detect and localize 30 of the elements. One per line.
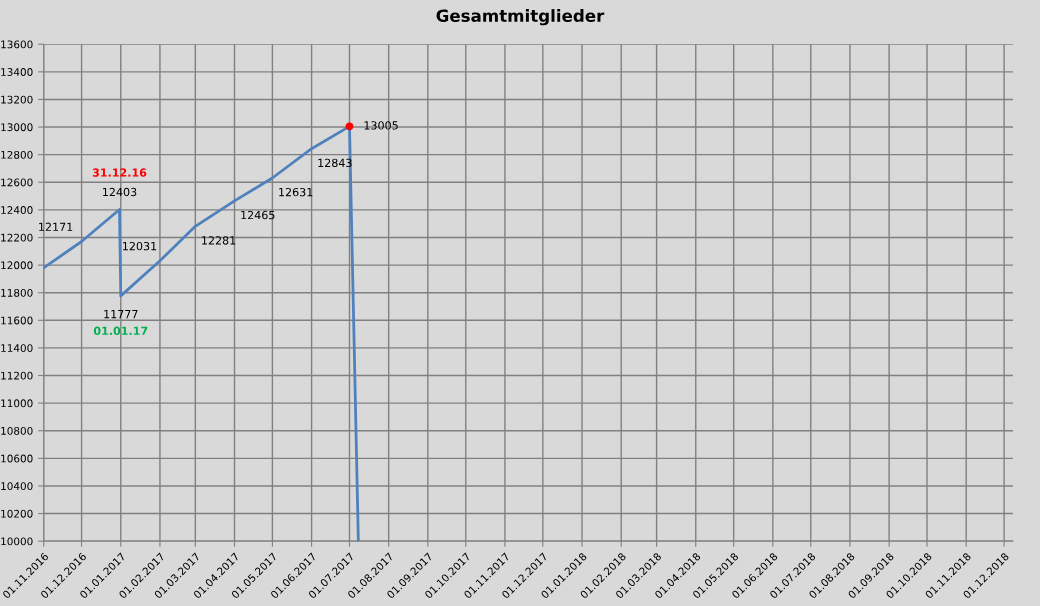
y-tick-label: 10200 [1,509,33,518]
y-tick-label: 12400 [1,206,33,214]
y-tick-label: 12800 [1,150,33,159]
data-label: 12403 [103,187,137,197]
y-tick-label: 11800 [1,288,33,297]
y-tick-label: 10400 [1,482,33,491]
y-tick-label: 10000 [1,537,33,546]
y-tick-label: 13200 [1,95,33,104]
y-tick-label: 11200 [1,371,33,380]
data-label: 12171 [39,222,73,231]
annotation: 31.12.16 [92,168,147,177]
y-tick-label: 10800 [1,426,33,435]
data-label: 12031 [123,241,157,251]
annotation: 01.01.17 [93,326,148,336]
y-tick-label: 13000 [1,123,33,132]
data-label: 12281 [202,236,236,245]
y-tick-label: 13400 [1,68,33,76]
y-tick-label: 10600 [1,454,33,463]
y-tick-label: 11400 [1,344,33,353]
chart-title: Gesamtmitglieder [436,9,605,26]
y-tick-label: 11600 [1,316,33,325]
data-label: 11777 [104,310,138,319]
y-tick-label: 13600 [1,40,33,49]
y-tick-label: 12600 [1,178,33,187]
y-tick-label: 12000 [1,261,33,270]
data-label: 12465 [241,210,275,220]
y-tick-label: 11000 [1,399,33,408]
y-tick-label: 12200 [1,233,33,242]
data-label: 13005 [364,121,398,130]
data-label: 12631 [279,187,313,197]
